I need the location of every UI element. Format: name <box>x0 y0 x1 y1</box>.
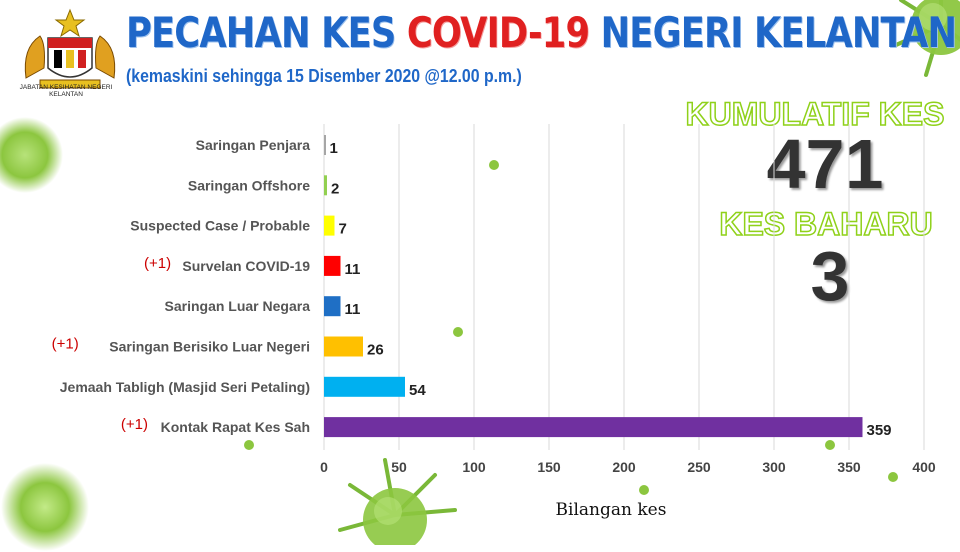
category-label: Saringan Berisiko Luar Negeri <box>109 339 310 355</box>
bar <box>324 215 335 236</box>
bar <box>324 336 363 357</box>
category-label: Survelan COVID-19 <box>182 258 310 274</box>
bar <box>324 255 341 276</box>
data-label: 7 <box>339 221 347 238</box>
category-label: Saringan Offshore <box>188 177 310 193</box>
department-name: JABATAN KESIHATAN NEGERI KELANTAN <box>19 84 113 98</box>
bar <box>324 135 326 155</box>
category-label: Saringan Luar Negara <box>165 298 311 314</box>
data-label: 359 <box>867 422 892 439</box>
x-tick-label: 200 <box>612 459 636 475</box>
increment-annotation: (+1) <box>121 416 148 433</box>
x-tick-label: 0 <box>320 459 328 475</box>
x-tick-label: 250 <box>687 459 711 475</box>
x-tick-label: 100 <box>462 459 486 475</box>
cumulative-cases-label: KUMULATIF KES <box>685 95 945 133</box>
bar <box>324 296 341 317</box>
increment-annotation: (+1) <box>52 336 79 353</box>
data-label: 1 <box>330 140 338 157</box>
data-label: 11 <box>345 301 361 318</box>
x-axis-label: Bilangan kes <box>556 500 667 520</box>
category-label: Kontak Rapat Kes Sah <box>161 419 310 435</box>
category-label: Jemaah Tabligh (Masjid Seri Petaling) <box>60 379 310 395</box>
data-label: 26 <box>367 342 384 359</box>
update-subtitle: (kemaskini sehingga 15 Disember 2020 @12… <box>126 66 522 86</box>
title-highlight: COVID-19 <box>406 8 590 57</box>
case-breakdown-chart: 0 50 100 150 200 250 300 350 400 Saringan Penjara… <box>52 124 936 520</box>
cumulative-cases-value: 471 <box>766 125 884 203</box>
x-tick-label: 300 <box>762 459 786 475</box>
x-tick-label: 50 <box>391 459 407 475</box>
x-tick-label: 350 <box>837 459 861 475</box>
new-cases-label: KES BAHARU <box>719 205 934 243</box>
x-tick-label: 400 <box>912 459 936 475</box>
new-cases-value: 3 <box>810 237 850 315</box>
bar <box>324 376 405 397</box>
data-label: 11 <box>345 261 361 278</box>
coat-of-arms-logo <box>24 8 116 89</box>
category-label: Suspected Case / Probable <box>130 218 310 234</box>
page-title: PECAHAN KES COVID-19 NEGERI KELANTAN <box>126 8 957 57</box>
bar <box>324 417 863 438</box>
data-label: 54 <box>409 382 426 399</box>
title-part-1: PECAHAN KES <box>126 8 407 57</box>
title-part-2: NEGERI KELANTAN <box>589 8 957 57</box>
increment-annotation: (+1) <box>144 255 171 272</box>
category-label: Saringan Penjara <box>196 137 311 153</box>
data-label: 2 <box>331 180 339 197</box>
x-tick-label: 150 <box>537 459 561 475</box>
bar <box>324 175 327 196</box>
